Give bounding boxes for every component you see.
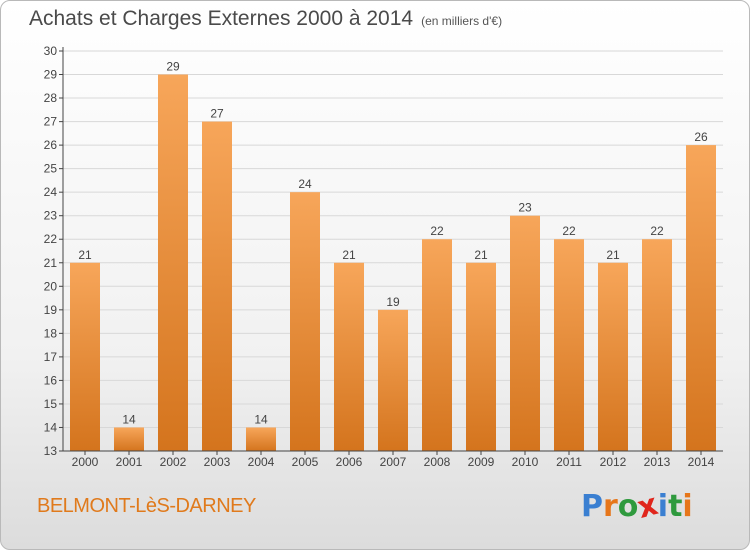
y-tick-label: 25 — [44, 162, 58, 176]
data-label: 27 — [210, 107, 224, 121]
logo-letter: P — [581, 489, 603, 524]
data-label: 23 — [518, 201, 532, 215]
x-tick-label: 2004 — [248, 455, 275, 469]
data-label: 14 — [122, 412, 136, 426]
x-tick-label: 2012 — [600, 455, 627, 469]
bar-2011 — [554, 239, 584, 451]
y-tick-label: 14 — [44, 420, 58, 434]
bars — [70, 74, 716, 452]
x-tick-label: 2001 — [116, 455, 143, 469]
bar-2010 — [510, 215, 540, 451]
y-tick-label: 23 — [44, 209, 58, 223]
logo-letter: i — [657, 489, 669, 524]
x-tick-label: 2008 — [424, 455, 451, 469]
place-name: BELMONT-LèS-DARNEY — [37, 495, 256, 517]
chart-title: Achats et Charges Externes 2000 à 2014 (e… — [29, 7, 502, 31]
chart-title-text: Achats et Charges Externes 2000 à 2014 — [29, 7, 414, 30]
y-tick-label: 16 — [44, 373, 58, 387]
axes: 13 14 15 16 17 18 19 20 21 22 23 24 25 26 27 28 29 30 2000… — [44, 44, 723, 469]
data-label: 22 — [562, 224, 576, 238]
data-label: 21 — [78, 248, 92, 262]
x-tick-label: 2013 — [644, 455, 671, 469]
data-label: 14 — [254, 412, 268, 426]
y-tick-label: 20 — [44, 279, 58, 293]
x-tick-label: 2000 — [72, 455, 99, 469]
bar-2007 — [378, 309, 408, 451]
bar-2001 — [114, 427, 144, 451]
y-tick-label: 29 — [44, 68, 58, 82]
bar-2006 — [334, 262, 364, 451]
y-tick-label: 28 — [44, 91, 58, 105]
x-tick-label: 2005 — [292, 455, 319, 469]
chart-unit-label: (en milliers d'€) — [421, 14, 503, 28]
data-label: 26 — [694, 130, 708, 144]
y-tick-label: 15 — [44, 397, 58, 411]
x-tick-label: 2006 — [336, 455, 363, 469]
x-tick-label: 2014 — [688, 455, 715, 469]
logo-letter: i — [682, 489, 693, 524]
y-tick-label: 27 — [44, 115, 58, 129]
bar-2000 — [70, 262, 100, 451]
y-tick-label: 18 — [44, 326, 58, 340]
bar-2003 — [202, 121, 232, 452]
data-label: 22 — [650, 224, 664, 238]
y-tick-label: 13 — [44, 444, 58, 458]
x-tick-label: 2009 — [468, 455, 495, 469]
data-label: 21 — [606, 248, 620, 262]
data-label: 19 — [386, 295, 400, 309]
data-labels: 21 14 29 27 14 24 21 19 22 21 23 22 21 22 26 — [78, 60, 708, 427]
data-label: 29 — [166, 60, 180, 74]
x-tick-label: 2007 — [380, 455, 407, 469]
bar-2004 — [246, 427, 276, 451]
y-tick-label: 22 — [44, 232, 58, 246]
data-label: 22 — [430, 224, 444, 238]
data-label: 21 — [474, 248, 488, 262]
bar-2014 — [686, 145, 716, 451]
bar-2009 — [466, 262, 496, 451]
bar-2002 — [158, 74, 188, 451]
data-label: 24 — [298, 177, 312, 191]
proxiti-logo: Proxiti — [581, 487, 693, 526]
logo-letter: t — [668, 489, 683, 524]
bar-2013 — [642, 239, 672, 451]
y-tick-label: 17 — [44, 350, 58, 364]
bar-2008 — [422, 239, 452, 451]
bar-2005 — [290, 192, 320, 452]
y-tick-label: 21 — [44, 256, 58, 270]
bar-2012 — [598, 262, 628, 451]
data-label: 21 — [342, 248, 356, 262]
x-tick-label: 2010 — [512, 455, 539, 469]
logo-letter: r — [603, 489, 618, 524]
logo-letter: o — [617, 489, 639, 524]
y-tick-label: 19 — [44, 303, 58, 317]
y-tick-label: 24 — [44, 185, 58, 199]
x-tick-label: 2002 — [160, 455, 187, 469]
y-tick-label: 30 — [44, 44, 58, 58]
y-tick-label: 26 — [44, 138, 58, 152]
x-tick-label: 2003 — [204, 455, 231, 469]
x-tick-label: 2011 — [556, 455, 582, 469]
